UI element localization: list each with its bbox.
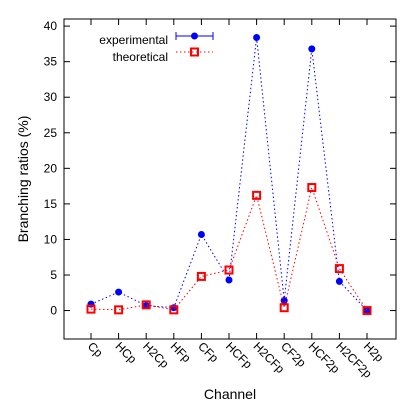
legend-sample-marker — [190, 47, 199, 57]
data-point-theoretical — [362, 306, 372, 316]
data-point-theoretical — [196, 271, 206, 281]
data-point-experimental — [253, 33, 261, 41]
y-tick-label: 0 — [50, 304, 57, 318]
data-point-experimental — [308, 45, 316, 53]
y-tick-label: 25 — [44, 126, 58, 140]
series-line-experimental — [90, 37, 368, 311]
legend-samples — [175, 32, 214, 57]
y-tick-label: 10 — [44, 232, 58, 246]
data-point-experimental — [225, 276, 233, 284]
y-tick-label: 35 — [44, 55, 58, 69]
data-point-experimental — [197, 230, 205, 238]
data-point-theoretical — [252, 190, 262, 200]
y-tick-label: 30 — [44, 90, 58, 104]
data-point-theoretical — [334, 264, 344, 274]
legend-label-theoretical: theoretical — [113, 50, 168, 64]
data-point-experimental — [363, 307, 371, 315]
data-point-theoretical — [307, 183, 317, 193]
x-tick-label: CFp — [195, 339, 221, 365]
series-layer — [86, 33, 372, 316]
data-point-theoretical — [169, 305, 179, 315]
data-point-experimental — [142, 302, 150, 310]
y-tick-label: 15 — [44, 197, 58, 211]
legend-sample-marker — [191, 32, 198, 40]
y-tick-label: 40 — [44, 19, 58, 33]
data-point-theoretical — [224, 265, 234, 275]
legend: experimental theoretical — [99, 32, 214, 64]
legend-label-experimental: experimental — [99, 33, 168, 47]
data-point-theoretical — [141, 300, 151, 310]
data-point-theoretical — [114, 305, 124, 315]
data-point-theoretical — [86, 304, 96, 314]
x-tick-label: HCp — [112, 339, 139, 366]
x-tick-label: HFp — [168, 339, 194, 365]
y-tick-label: 20 — [44, 161, 58, 175]
plot-frame — [63, 18, 397, 340]
x-tick-label: HCFp — [223, 339, 255, 371]
x-axis-title: Channel — [204, 386, 256, 402]
x-tick-label: H2Cp — [140, 339, 172, 371]
data-point-experimental — [335, 277, 343, 285]
series-line-theoretical — [90, 185, 368, 311]
y-axis-title: Branching ratios (%) — [15, 116, 31, 243]
y-tick-label: 5 — [50, 268, 57, 282]
data-point-theoretical — [279, 303, 289, 313]
x-tick-label: Cp — [85, 339, 106, 360]
data-point-experimental — [170, 304, 178, 312]
data-point-experimental — [115, 288, 123, 296]
